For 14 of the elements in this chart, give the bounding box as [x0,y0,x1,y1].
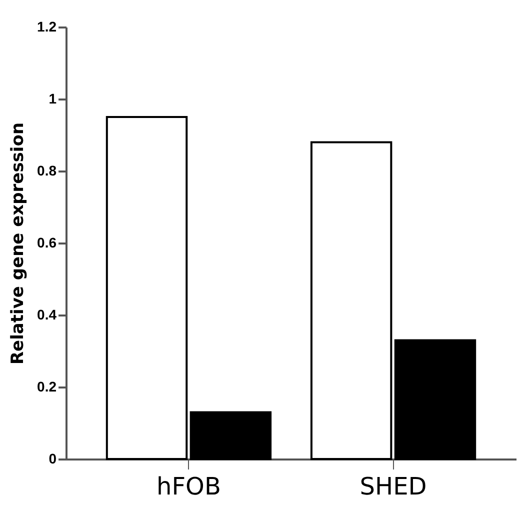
y-tick-label: 0 [48,450,57,466]
y-tick-label: 0.4 [37,306,57,322]
y-tick-label: 1.2 [37,18,57,34]
x-tick-label: SHED [360,472,427,500]
y-tick-label: 0.8 [37,162,57,178]
bar [310,141,392,460]
bar [394,339,476,460]
y-tick-label: 0.6 [37,234,57,250]
x-tick-label: hFOB [156,472,221,500]
y-axis-title: Relative gene expression [8,122,28,365]
y-tick-label: 1 [48,90,57,106]
bar [190,411,272,460]
y-tick-label: 0.2 [37,378,57,394]
bar [106,116,188,460]
